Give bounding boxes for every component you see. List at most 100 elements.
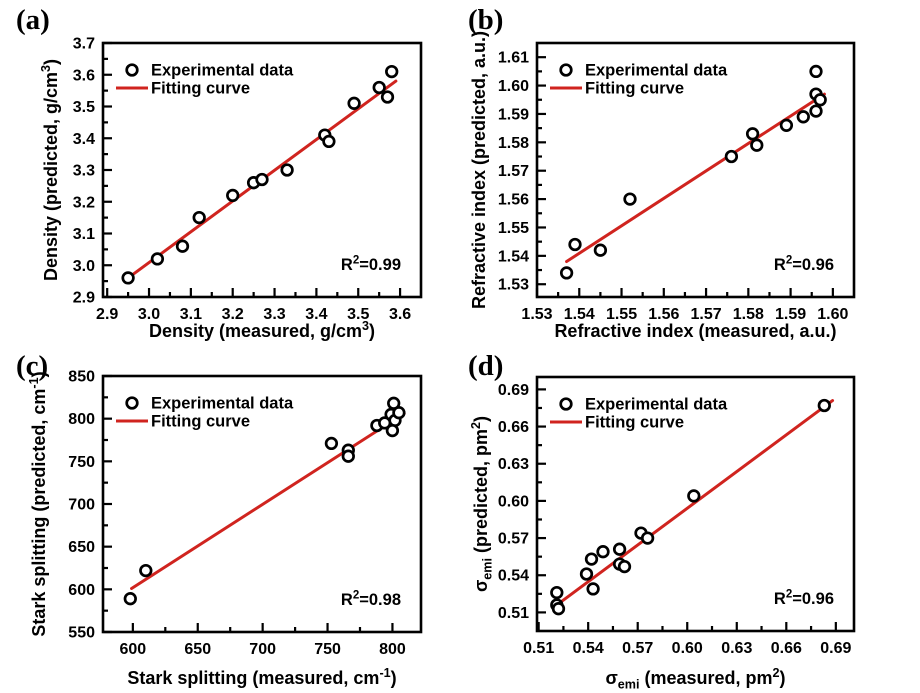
x-tick-label: 1.58: [733, 306, 764, 323]
data-point: [150, 252, 165, 266]
y-tick-label: 3.2: [73, 194, 95, 211]
y-tick-label: 1.54: [498, 248, 529, 265]
y-axis-label: Stark splitting (predicted, cm-1): [27, 371, 49, 636]
y-tick-label: 650: [68, 539, 95, 556]
data-points: [550, 398, 831, 616]
y-axis: 550 600 650 700 750 800 850 Stark splitting (pr…: [27, 369, 112, 642]
x-tick-label: 3.3: [263, 306, 285, 323]
x-tick-label: 3.6: [389, 306, 411, 323]
x-tick-label: 3.2: [222, 306, 244, 323]
y-tick-label: 3.7: [73, 36, 95, 53]
data-point: [796, 110, 810, 124]
y-tick-label: 3.0: [73, 258, 95, 275]
x-tick-label: 0.66: [771, 640, 802, 657]
data-point: [372, 80, 386, 95]
y-tick-label: 1.58: [498, 135, 529, 152]
legend-label-fitting: Fitting curve: [585, 414, 684, 432]
y-tick-label: 0.63: [498, 456, 529, 473]
data-point: [192, 210, 206, 225]
panel-c-plot: 600 650 700 750 800 Stark splitting (measured…: [27, 369, 423, 688]
x-tick-label: 1.55: [606, 306, 637, 323]
x-tick-label: 0.54: [573, 640, 604, 657]
x-axis-label: σemi (measured, pm2): [605, 666, 785, 691]
legend-circle-marker: [125, 396, 139, 410]
data-point: [322, 134, 336, 149]
x-tick-label: 0.69: [820, 640, 851, 657]
x-tick-label: 1.56: [648, 306, 679, 323]
x-axis-label: Stark splitting (measured, cm-1): [127, 666, 396, 688]
x-tick-label: 1.60: [817, 306, 848, 323]
r-squared-annotation: R2=0.99: [341, 255, 401, 274]
data-point: [579, 567, 594, 581]
y-tick-label: 0.57: [498, 531, 529, 548]
r-squared-text: R2=0.98: [341, 590, 401, 609]
data-point: [612, 542, 627, 556]
y-tick-label: 0.51: [498, 605, 529, 622]
data-point: [596, 545, 610, 559]
x-tick-label: 800: [379, 641, 406, 658]
y-tick-label: 3.1: [73, 226, 95, 243]
data-point: [175, 239, 190, 253]
x-tick-label: 600: [120, 641, 147, 658]
data-point: [139, 563, 153, 578]
r-squared-annotation: R2=0.96: [774, 255, 834, 274]
y-tick-label: 0.69: [498, 382, 529, 399]
y-tick-label: 0.66: [498, 419, 529, 436]
r-squared-annotation: R2=0.96: [774, 589, 834, 608]
y-tick-label: 1.60: [498, 78, 529, 95]
data-point: [809, 64, 823, 79]
x-tick-label: 3.1: [180, 306, 202, 323]
y-tick-label: 3.5: [73, 99, 95, 116]
y-tick-label: 700: [68, 497, 95, 514]
data-point: [724, 149, 739, 164]
y-tick-label: 800: [68, 411, 95, 428]
data-point: [121, 271, 135, 285]
data-point: [593, 243, 608, 257]
x-tick-label: 3.0: [138, 306, 160, 323]
data-point: [623, 192, 637, 206]
panel-d: (d) 0.51 0.54 0.57 0.60 0.63 0.66 0.69 σemi (me…: [460, 346, 920, 693]
legend-label-experimental: Experimental data: [151, 62, 294, 80]
y-axis-label: Density (predicted, g/cm3): [39, 59, 61, 281]
y-tick-label: 2.9: [73, 290, 95, 307]
data-point: [779, 118, 794, 132]
data-points: [559, 64, 827, 280]
x-tick-label: 1.54: [564, 306, 595, 323]
data-point: [687, 489, 701, 503]
x-axis: 1.53 1.54 1.55 1.56 1.57 1.58 1.59 1.60Refracti…: [521, 288, 849, 341]
panel-a-plot: 2.9 3.0 3.1 3.2 3.3 3.4 3.5 3.6 Density (measure…: [39, 36, 423, 341]
data-point: [813, 93, 827, 107]
r-squared-text: R2=0.96: [774, 589, 834, 608]
data-point: [347, 96, 361, 110]
data-point: [385, 64, 399, 79]
legend-circle-marker: [559, 397, 573, 411]
x-axis: 2.9 3.0 3.1 3.2 3.3 3.4 3.5 3.6 Density (measure…: [96, 288, 411, 341]
panel-b-plot: 1.53 1.54 1.55 1.56 1.57 1.58 1.59 1.60Refracti…: [469, 31, 856, 341]
legend-label-fitting: Fitting curve: [151, 80, 250, 98]
legend-circle-marker: [559, 63, 573, 77]
data-point: [226, 188, 240, 203]
data-point: [551, 602, 566, 616]
data-point: [324, 436, 339, 451]
panel-c: (c) 600 650 700 750 800 Stark splitting (meas…: [0, 346, 460, 693]
x-tick-label: 2.9: [96, 306, 118, 323]
data-point: [809, 104, 823, 118]
legend-label-fitting: Fitting curve: [585, 80, 684, 98]
panel-c-label: (c): [16, 350, 49, 382]
y-tick-label: 600: [68, 582, 95, 599]
x-tick-label: 3.4: [305, 306, 327, 323]
data-point: [385, 423, 400, 438]
panel-b-label: (b): [468, 4, 504, 36]
y-tick-label: 1.59: [498, 106, 529, 123]
x-tick-label: 0.63: [721, 640, 752, 657]
y-tick-label: 3.4: [73, 131, 95, 148]
y-axis-label: Refractive index (predicted, a.u.): [469, 31, 489, 309]
x-tick-label: 0.57: [622, 640, 653, 657]
panel-d-plot: 0.51 0.54 0.57 0.60 0.63 0.66 0.69 σemi (measur…: [469, 375, 856, 691]
y-tick-label: 850: [68, 369, 95, 386]
data-point: [280, 163, 294, 177]
x-axis-label: Density (measured, g/cm3): [149, 319, 375, 341]
